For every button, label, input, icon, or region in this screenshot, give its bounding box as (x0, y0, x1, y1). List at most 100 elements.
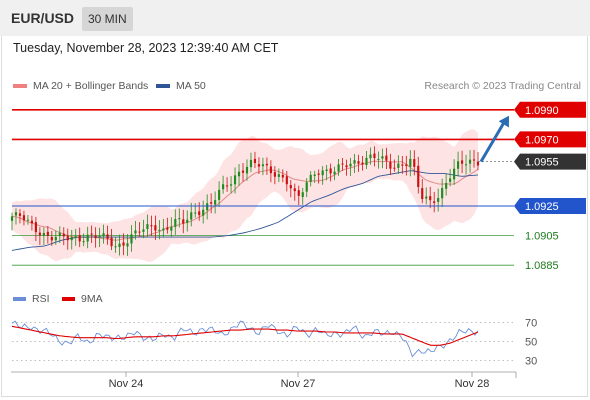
timeframe-button[interactable]: 30 MIN (82, 7, 133, 31)
candle-body (369, 154, 372, 159)
candle-body (46, 231, 49, 236)
bollinger-band-fill (12, 129, 478, 262)
candle-body (78, 235, 81, 242)
candle-body (325, 169, 328, 171)
candle-body (377, 158, 380, 160)
candle-body (281, 174, 284, 178)
level-tag-text: 1.0970 (525, 134, 559, 146)
candle-body (453, 168, 456, 180)
candle-body (361, 162, 364, 165)
candle-body (50, 236, 53, 241)
candle-body (90, 233, 93, 235)
level-tag-box (514, 101, 586, 118)
candle-body (441, 188, 444, 199)
candle-body (413, 159, 416, 167)
candle-body (433, 201, 436, 203)
candle-body (118, 243, 121, 248)
candle-body (190, 212, 193, 220)
chart-datetime: Tuesday, November 28, 2023 12:39:40 AM C… (13, 41, 279, 55)
candle-body (385, 155, 388, 161)
candle-body (409, 158, 412, 167)
candle-body (241, 170, 245, 173)
x-tick-label: Nov 28 (455, 378, 490, 390)
candle-body (142, 229, 145, 232)
candle-body (321, 170, 324, 176)
candle-body (313, 174, 316, 176)
level-tag-text: 1.0955 (525, 157, 559, 169)
candle-body (293, 188, 296, 192)
candle-body (26, 219, 30, 221)
legend-9ma: 9MA (62, 293, 103, 305)
candle-body (381, 156, 384, 159)
candle-body (86, 234, 89, 242)
candle-body (305, 182, 308, 192)
legend-rsi: RSI (13, 293, 50, 305)
candle-body (456, 161, 460, 169)
candle-body (110, 237, 113, 247)
level-tag-box (514, 198, 586, 214)
candle-body (134, 230, 137, 234)
candle-body (253, 158, 257, 164)
candle-body (138, 231, 141, 233)
candle-body (10, 216, 14, 221)
candle-body (460, 160, 464, 164)
candle-body (174, 219, 177, 227)
currency-pair: EUR/USD (11, 10, 75, 26)
candle-body (472, 159, 476, 161)
candle-body (30, 220, 34, 224)
candle-body (257, 164, 261, 167)
candle-body (373, 153, 376, 159)
candle-body (337, 164, 340, 172)
candle-body (182, 219, 185, 224)
candle-body (345, 165, 348, 168)
candle-body (265, 163, 268, 166)
candle-body (222, 184, 225, 190)
candle-body (405, 164, 408, 167)
candle-body (206, 203, 209, 211)
candle-body (237, 171, 241, 177)
level-tag-1.0970: 1.0970 (514, 131, 586, 148)
candle-body (468, 159, 472, 164)
candle-body (333, 171, 336, 175)
candle-body (166, 227, 169, 230)
legend-rsi-label: RSI (32, 293, 50, 305)
level-tag-1.0990: 1.0990 (514, 101, 586, 118)
rsi-swatch (13, 297, 26, 302)
candle-body (150, 225, 153, 227)
header-bar: EUR/USD 30 MIN (0, 0, 590, 36)
x-tick-label: Nov 24 (109, 378, 144, 390)
candle-body (329, 168, 332, 174)
candle-body (18, 213, 22, 216)
candle-body (94, 235, 97, 239)
candle-body (421, 188, 424, 200)
candle-body (102, 233, 105, 236)
candle-body (233, 175, 237, 185)
candle-body (393, 167, 396, 169)
candle-body (194, 212, 197, 214)
candle-body (38, 232, 41, 236)
candle-body (54, 236, 57, 241)
candle-body (218, 189, 221, 200)
candle-body (130, 234, 133, 244)
candle-body (285, 176, 288, 185)
candle-body (146, 224, 149, 230)
legend-ma20-label: MA 20 + Bollinger Bands (33, 80, 149, 92)
candle-body (464, 164, 468, 166)
rsi-series-rsi (11, 320, 479, 358)
candle-body (178, 218, 181, 220)
candle-body (22, 215, 26, 221)
ma50-line (11, 170, 479, 251)
candle-body (437, 197, 440, 202)
candle-body (309, 174, 312, 182)
candle-body (277, 174, 280, 177)
x-tick-label: Nov 27 (281, 378, 316, 390)
candle-body (249, 159, 253, 168)
level-tag-1.0955: 1.0955 (514, 153, 586, 170)
legend-ma50-label: MA 50 (176, 80, 206, 92)
candle-body (317, 173, 320, 175)
candle-body (14, 212, 18, 216)
candle-body (82, 241, 85, 243)
candle-body (186, 219, 189, 223)
candle-body (202, 209, 205, 216)
